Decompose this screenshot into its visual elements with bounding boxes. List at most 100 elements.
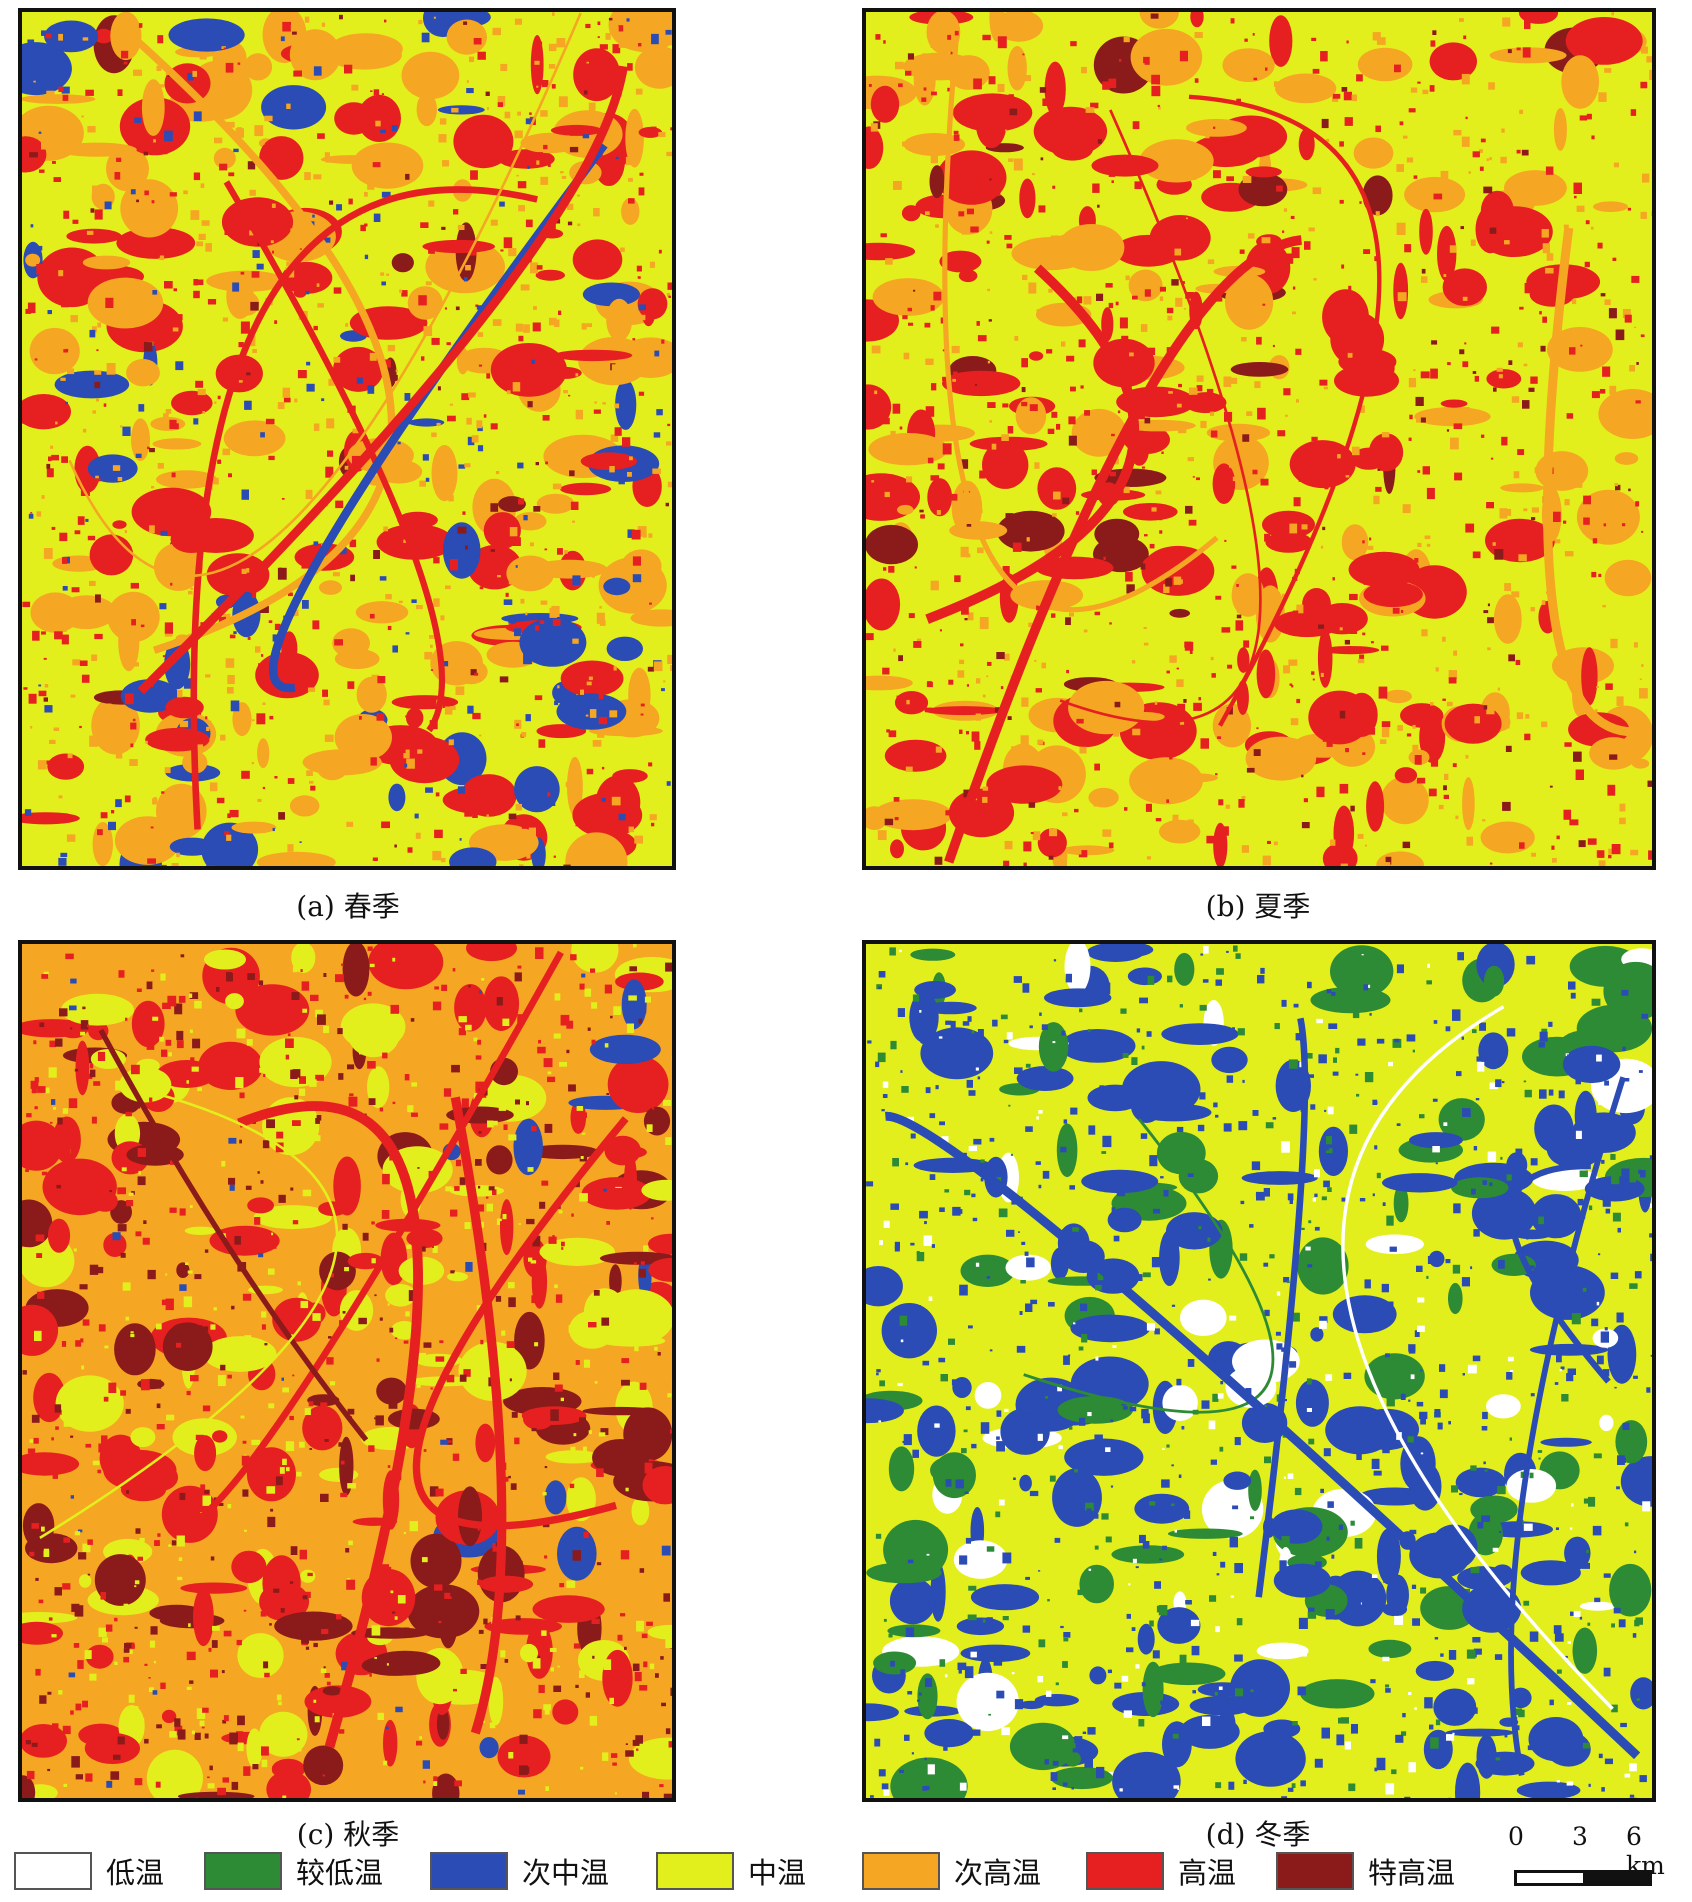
class-speckle (1489, 1182, 1493, 1187)
class-speckle (432, 1001, 442, 1011)
class-speckle (1011, 445, 1020, 457)
class-speckle (512, 537, 521, 546)
class-speckle (313, 541, 319, 546)
class-speckle (1372, 32, 1381, 41)
class-speckle (549, 1647, 557, 1652)
class-speckle (190, 1375, 199, 1382)
class-speckle (487, 1120, 494, 1128)
class-speckle (938, 1036, 943, 1039)
class-patch (1121, 419, 1196, 432)
class-speckle (1026, 1257, 1035, 1268)
class-speckle (1080, 385, 1084, 389)
class-patch (1366, 781, 1385, 832)
class-speckle (1386, 1215, 1394, 1226)
class-speckle (1296, 399, 1299, 403)
class-patch (1484, 965, 1505, 997)
class-speckle (93, 1081, 101, 1086)
class-speckle (1402, 1713, 1406, 1718)
class-patch (924, 706, 1004, 716)
class-speckle (305, 489, 313, 500)
class-speckle (418, 295, 427, 306)
class-speckle (1002, 1552, 1012, 1564)
class-speckle (1074, 1736, 1083, 1743)
class-speckle (169, 1160, 175, 1165)
class-speckle (535, 152, 543, 162)
class-speckle (1178, 427, 1187, 434)
class-patch (603, 577, 631, 596)
class-speckle (1497, 687, 1500, 691)
class-speckle (548, 64, 556, 69)
class-speckle (247, 973, 255, 980)
class-speckle (641, 584, 648, 592)
class-speckle (1194, 32, 1203, 39)
class-speckle (1488, 1600, 1491, 1604)
class-speckle (302, 31, 310, 38)
class-speckle (100, 1592, 106, 1600)
class-speckle (202, 411, 205, 414)
class-speckle (665, 1636, 672, 1649)
class-speckle (62, 1583, 71, 1590)
class-speckle (1608, 848, 1615, 855)
class-speckle (189, 1528, 192, 1531)
class-speckle (261, 1746, 269, 1756)
class-speckle (405, 1311, 410, 1317)
class-speckle (1289, 1199, 1293, 1204)
class-speckle (1577, 1198, 1584, 1206)
class-speckle (1343, 1372, 1352, 1379)
class-speckle (1560, 1366, 1565, 1370)
class-speckle (957, 670, 965, 678)
class-patch (168, 18, 245, 52)
class-speckle (72, 659, 81, 666)
class-speckle (208, 1647, 212, 1652)
class-speckle (240, 1568, 244, 1571)
class-speckle (397, 1595, 406, 1604)
class-speckle (576, 1106, 584, 1111)
class-speckle (1463, 1577, 1469, 1582)
class-speckle (570, 1446, 576, 1451)
class-speckle (241, 299, 247, 306)
class-speckle (606, 1093, 610, 1095)
class-speckle (464, 463, 471, 468)
class-speckle (1261, 237, 1271, 244)
class-speckle (1037, 739, 1044, 745)
class-speckle (1364, 1279, 1371, 1289)
class-speckle (540, 110, 548, 117)
class-speckle (189, 993, 193, 998)
class-speckle (70, 1027, 73, 1030)
class-speckle (126, 1364, 131, 1367)
class-speckle (1348, 1783, 1356, 1792)
class-speckle (195, 380, 204, 388)
class-speckle (1354, 1538, 1363, 1549)
class-speckle (577, 223, 581, 227)
class-speckle (987, 360, 990, 364)
linear-feature (98, 1028, 369, 1442)
class-speckle (1363, 984, 1369, 991)
class-patch (539, 1237, 615, 1266)
class-speckle (226, 39, 231, 45)
class-speckle (614, 403, 620, 409)
class-speckle (871, 480, 875, 483)
class-patch (1256, 649, 1276, 699)
class-speckle (1429, 1724, 1434, 1730)
class-speckle (189, 1029, 193, 1033)
class-speckle (1150, 13, 1159, 19)
class-speckle (1385, 1783, 1395, 1795)
class-speckle (1648, 850, 1652, 860)
class-speckle (1253, 77, 1258, 81)
class-speckle (1338, 1524, 1343, 1530)
class-speckle (1175, 297, 1183, 307)
class-speckle (959, 729, 963, 734)
class-patch (986, 765, 1063, 804)
class-speckle (95, 594, 101, 603)
class-speckle (931, 74, 935, 78)
class-speckle (1440, 170, 1449, 182)
class-speckle (244, 1335, 252, 1342)
legend-item-sub-high: 次高温 (862, 1848, 1041, 1894)
caption-spring: (a) 春季 (296, 890, 400, 923)
class-speckle (973, 1138, 982, 1145)
class-speckle (1413, 175, 1418, 179)
class-speckle (325, 158, 331, 163)
class-speckle (1339, 627, 1343, 631)
class-speckle (369, 613, 375, 619)
class-speckle (1187, 819, 1194, 825)
